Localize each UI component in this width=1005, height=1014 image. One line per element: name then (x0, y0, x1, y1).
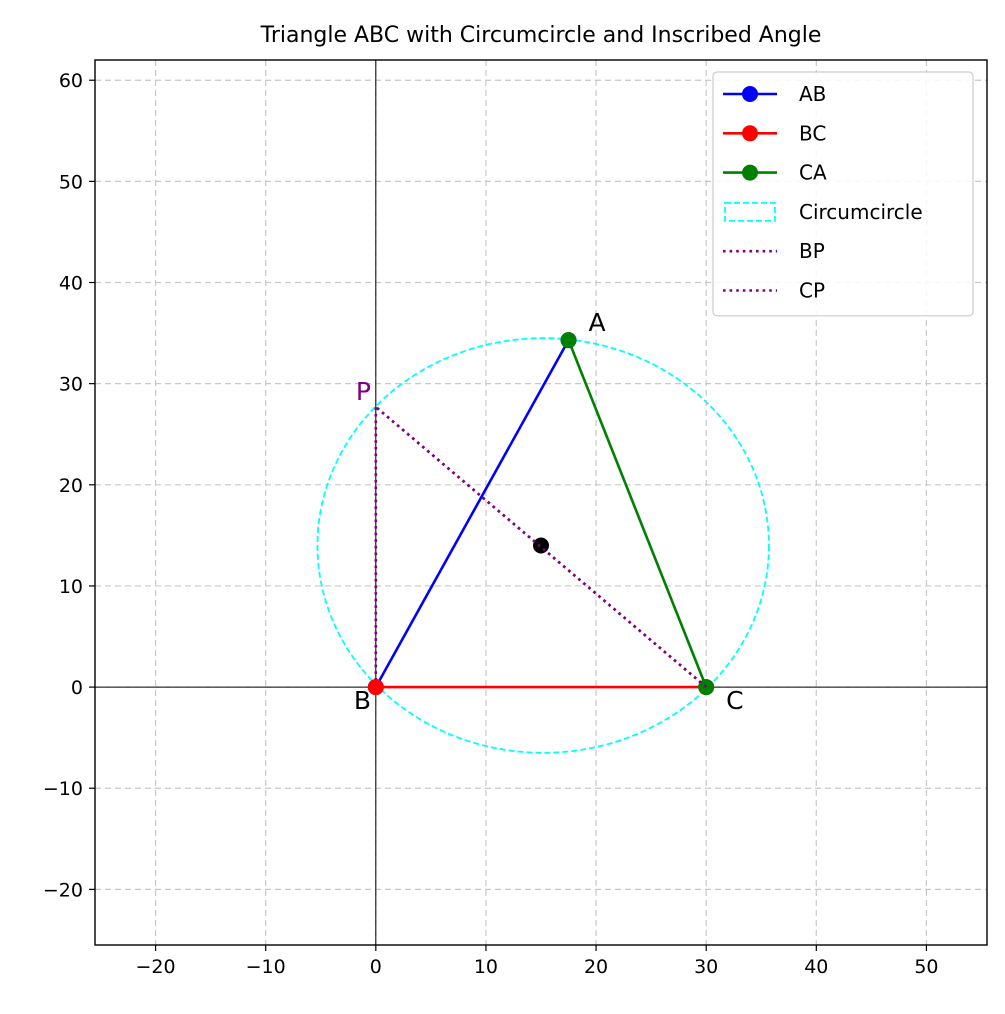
y-tick-label: 50 (59, 171, 83, 193)
x-tick-label: −10 (246, 956, 286, 978)
point-label-b: B (354, 686, 371, 715)
x-tick-label: −20 (136, 956, 176, 978)
circumcircle (316, 337, 770, 754)
y-tick-label: −20 (43, 879, 83, 901)
x-tick-label: 40 (804, 956, 828, 978)
x-tick-label: 20 (584, 956, 608, 978)
x-tick-label: 30 (694, 956, 718, 978)
point-label-a: A (589, 308, 606, 337)
legend-box (712, 71, 974, 317)
legend-entry-ab: AB (723, 82, 826, 106)
legend-entry-bc: BC (723, 121, 826, 145)
y-tick-label: −10 (43, 778, 83, 800)
legend-entry-ca: CA (723, 161, 827, 185)
y-tick-label: 10 (59, 576, 83, 598)
point-label-c: C (726, 686, 743, 715)
point-labels: A B C P (354, 308, 744, 715)
center-marker (533, 537, 549, 554)
y-tick-label: 60 (59, 70, 83, 92)
plot-series (316, 332, 770, 754)
legend-label: CP (799, 279, 825, 303)
plot-frame (94, 59, 988, 946)
chart-title: Triangle ABC with Circumcircle and Inscr… (260, 23, 822, 48)
legend-entry-circumcircle: Circumcircle (724, 200, 923, 224)
legend-entry-cp: CP (723, 279, 825, 303)
y-tick-label: 30 (59, 374, 83, 396)
point-label-p: P (356, 377, 371, 406)
legend-swatch-marker (742, 86, 758, 102)
segment-ca (567, 339, 708, 688)
x-tick-label: 0 (370, 956, 382, 978)
legend-swatch-marker (742, 125, 758, 142)
legend: AB BC CA Circumcircle BP CP (712, 71, 974, 317)
marker-ca-end (560, 332, 577, 349)
y-tick-label: 40 (59, 273, 83, 295)
segment-ab (374, 339, 570, 688)
legend-swatch-marker (742, 164, 758, 181)
legend-label: Circumcircle (799, 200, 923, 224)
legend-label: BC (799, 121, 826, 145)
y-tick-label: 0 (71, 677, 83, 699)
legend-entry-bp: BP (723, 239, 825, 263)
legend-label: CA (799, 161, 827, 185)
axis-ticks: −20 −10 0 10 20 30 40 50 −20 −10 0 10 20 30 40 50 60 (43, 70, 939, 978)
x-tick-label: 10 (474, 956, 498, 978)
legend-label: BP (799, 239, 825, 263)
y-tick-label: 20 (59, 475, 83, 497)
legend-swatch-patch (724, 201, 776, 222)
x-tick-label: 50 (914, 956, 938, 978)
legend-label: AB (799, 82, 826, 106)
marker-bc-start (367, 679, 384, 696)
